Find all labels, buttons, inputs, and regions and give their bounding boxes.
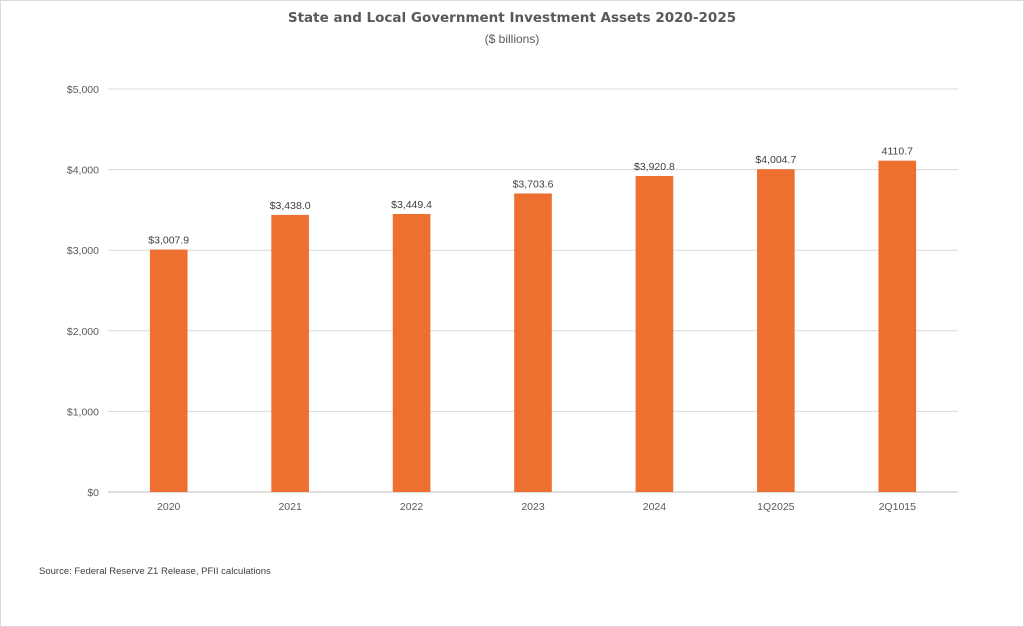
y-tick-label: $5,000: [67, 84, 99, 96]
bar: [514, 193, 552, 492]
chart-title: State and Local Government Investment As…: [287, 10, 737, 26]
bar: [757, 169, 795, 492]
bar: [271, 214, 309, 492]
data-label: $3,007.9: [148, 235, 189, 247]
bar: [878, 160, 917, 492]
data-label: $4,004.7: [755, 154, 796, 166]
data-label: $3,920.8: [634, 161, 675, 173]
y-tick-label: $2,000: [67, 326, 99, 338]
bar: [149, 249, 188, 492]
y-tick-label: $4,000: [67, 165, 99, 177]
y-tick-label: $3,000: [67, 245, 99, 257]
data-label: 4110.7: [882, 146, 913, 158]
bar: [635, 175, 674, 492]
source-note: Source: Federal Reserve Z1 Release, PFII…: [39, 566, 271, 577]
x-tick-label: 2021: [278, 501, 302, 513]
data-label: $3,438.0: [270, 200, 311, 212]
bar: [392, 213, 431, 492]
data-label: $3,449.4: [391, 199, 432, 211]
data-label: $3,703.6: [513, 178, 554, 190]
x-tick-label: 1Q2025: [757, 501, 795, 513]
x-tick-label: 2022: [400, 501, 424, 513]
chart-subtitle: ($ billions): [484, 32, 540, 46]
x-tick-label: 2024: [643, 501, 667, 513]
y-tick-label: $1,000: [67, 406, 99, 418]
x-tick-label: 2023: [521, 501, 545, 513]
x-tick-label: 2Q1015: [879, 501, 917, 513]
x-tick-label: 2020: [157, 501, 181, 513]
y-tick-label: $0: [87, 487, 99, 499]
